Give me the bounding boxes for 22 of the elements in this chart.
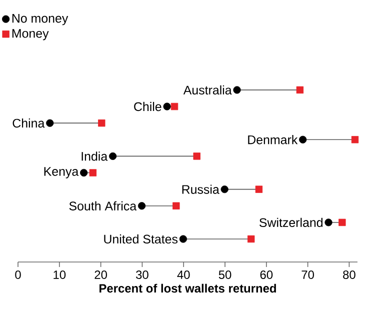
y-tick-label: Switzerland [259,218,322,227]
x-tick-label: 30 [136,270,148,279]
x-tick-label: 70 [302,270,314,279]
x-tick-label: 10 [54,270,66,279]
x-tick-label: 40 [177,270,190,279]
x-axis-title: Percent of lost wallets returned [100,284,276,293]
y-tick-label: Australia [183,85,232,95]
x-tick-label: 50 [218,270,232,279]
legend-label: Money [12,29,49,40]
x-tick-label: 0 [15,270,21,279]
y-tick-label: South Africa [69,201,137,210]
legend-label: No money [12,14,68,26]
y-tick-label: United States [104,234,178,244]
x-tick-label: 20 [94,270,107,279]
y-tick-label: China [12,118,45,128]
y-tick-label: Kenya [44,167,79,178]
y-tick-label: Chile [134,102,162,112]
y-tick-label: Russia [182,184,220,194]
x-tick-label: 60 [260,270,273,279]
y-tick-label: India [82,152,108,161]
y-tick-label: Denmark [248,135,298,144]
x-tick-label: 80 [343,270,356,279]
